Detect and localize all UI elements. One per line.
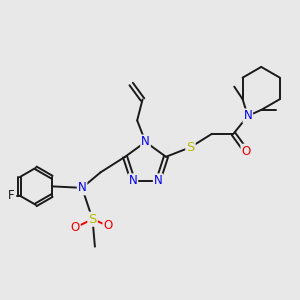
Text: O: O [70, 221, 80, 234]
Text: N: N [154, 174, 163, 187]
Text: S: S [186, 141, 195, 154]
Text: O: O [103, 219, 113, 232]
Text: N: N [78, 181, 86, 194]
Text: O: O [242, 145, 250, 158]
Text: N: N [243, 110, 252, 122]
Text: F: F [8, 189, 15, 202]
Text: S: S [88, 213, 97, 226]
Text: N: N [141, 135, 150, 148]
Text: N: N [128, 174, 137, 187]
